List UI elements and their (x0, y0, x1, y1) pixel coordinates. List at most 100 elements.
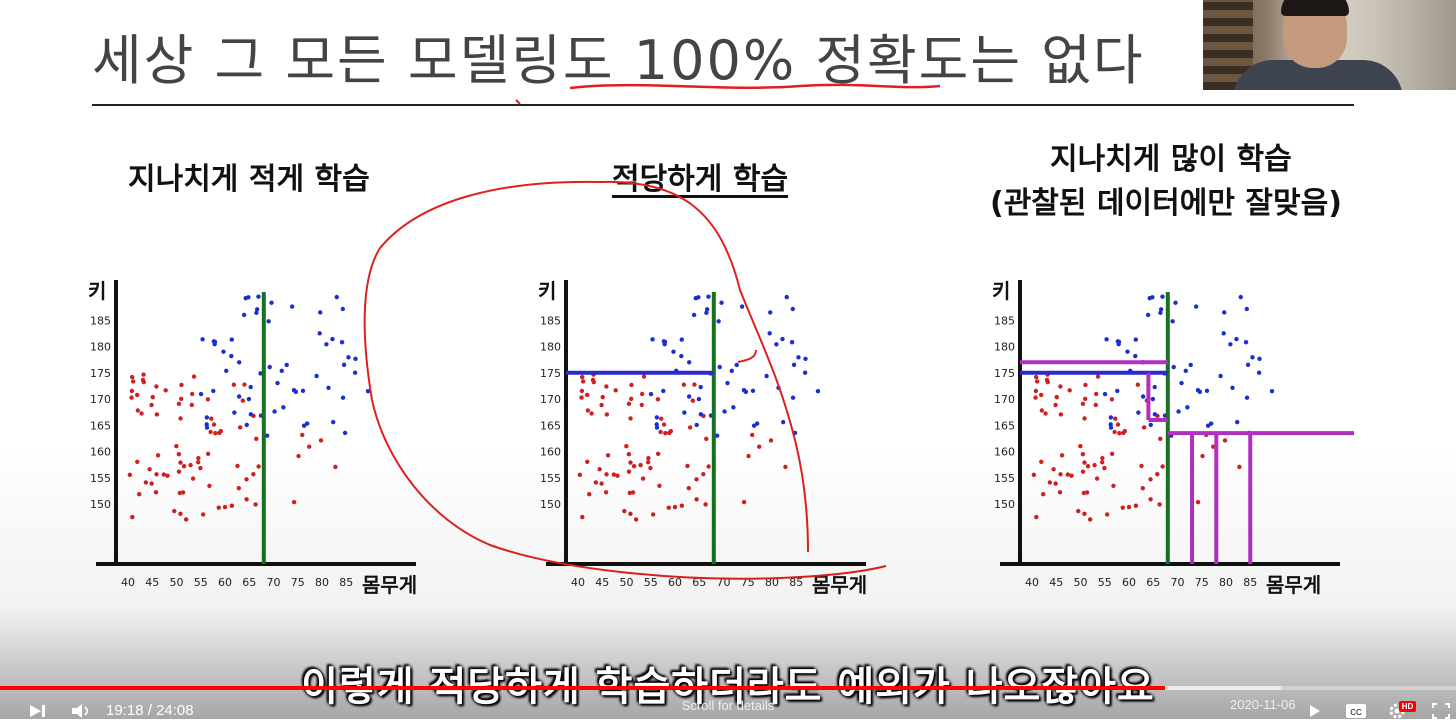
data-point-blue (279, 368, 284, 374)
data-point-red (251, 472, 256, 477)
data-point-blue (284, 362, 289, 368)
data-point-blue (729, 368, 734, 374)
x-tick-label: 55 (644, 576, 658, 589)
data-point-red (639, 402, 644, 408)
data-point-blue (326, 385, 331, 390)
data-point-blue (1125, 349, 1130, 354)
data-point-red (196, 455, 201, 461)
x-tick-label: 85 (789, 576, 803, 589)
x-tick-label: 70 (717, 576, 731, 589)
y-tick-label: 180 (90, 341, 111, 354)
data-point-red (1111, 483, 1116, 489)
data-point-blue (1179, 380, 1184, 386)
fullscreen-icon[interactable] (1432, 703, 1450, 719)
x-tick-label: 40 (571, 576, 585, 589)
data-point-red (149, 402, 154, 408)
data-point-blue (719, 300, 724, 305)
data-point-red (593, 480, 599, 485)
data-point-red (1082, 396, 1088, 402)
data-point-red (648, 465, 653, 471)
data-point-blue (244, 422, 249, 428)
data-point-red (137, 491, 142, 497)
data-point-red (661, 422, 667, 427)
time-separator: / (147, 702, 152, 719)
data-point-blue (1171, 364, 1176, 370)
data-point-red (1058, 384, 1063, 389)
data-point-red (692, 382, 697, 387)
data-point-red (1043, 411, 1048, 416)
data-point-blue (346, 355, 351, 360)
x-tick-label: 80 (765, 576, 779, 589)
volume-icon[interactable] (70, 703, 92, 719)
data-point-red (658, 429, 663, 435)
subtitles-icon[interactable]: CC (1345, 703, 1367, 719)
data-point-red (1081, 490, 1087, 496)
data-point-red (645, 460, 651, 465)
data-point-red (1093, 391, 1099, 397)
x-axis-label: 몸무게 (362, 573, 417, 597)
data-point-red (207, 483, 212, 489)
data-point-blue (725, 380, 730, 386)
data-point-red (650, 512, 656, 517)
data-point-red (750, 432, 755, 438)
data-point-blue (784, 294, 789, 300)
data-point-blue (1193, 304, 1199, 309)
data-point-blue (662, 341, 667, 347)
play-icon[interactable] (1308, 704, 1322, 718)
data-point-blue (654, 425, 660, 430)
data-point-blue (1250, 355, 1255, 360)
data-point-red (155, 453, 161, 458)
y-tick-label: 185 (90, 314, 111, 327)
data-point-red (1200, 453, 1205, 459)
data-point-red (687, 425, 693, 430)
data-point-red (1126, 504, 1132, 510)
webcam-overlay (1203, 0, 1456, 90)
y-tick-label: 160 (994, 446, 1015, 459)
data-point-red (217, 430, 222, 436)
panel-2-title: 적당하게 학습 (612, 162, 789, 197)
data-point-blue (1197, 389, 1203, 395)
data-point-blue (236, 360, 242, 365)
data-point-red (1083, 382, 1088, 388)
progress-bar[interactable] (0, 686, 1456, 690)
data-point-red (242, 382, 247, 387)
data-point-blue (281, 405, 286, 410)
data-point-red (1222, 438, 1228, 443)
data-point-red (638, 462, 643, 468)
data-point-red (231, 382, 237, 387)
data-point-blue (236, 394, 242, 399)
data-point-blue (654, 415, 660, 420)
data-point-red (631, 463, 637, 469)
scroll-hint[interactable]: Scroll for details (681, 698, 775, 713)
data-point-red (291, 499, 297, 505)
data-point-red (1080, 452, 1086, 457)
data-point-red (604, 412, 610, 417)
data-point-blue (1152, 412, 1158, 417)
data-point-blue (1150, 396, 1156, 402)
data-point-blue (254, 310, 259, 315)
data-point-red (641, 374, 647, 379)
data-point-red (195, 460, 201, 465)
x-tick-label: 70 (1171, 576, 1185, 589)
data-point-red (1140, 486, 1146, 491)
data-point-red (1080, 401, 1086, 407)
y-tick-label: 165 (90, 419, 111, 432)
x-tick-label: 45 (595, 576, 609, 589)
data-point-blue (1257, 356, 1262, 361)
data-point-red (161, 472, 167, 477)
y-tick-label: 175 (90, 367, 111, 380)
data-point-red (154, 412, 160, 417)
data-point-red (1099, 460, 1105, 465)
next-icon[interactable] (28, 703, 48, 719)
x-tick-label: 85 (339, 576, 353, 589)
y-tick-label: 160 (90, 446, 111, 459)
data-point-blue (200, 337, 205, 342)
title-divider (92, 104, 1354, 106)
data-point-red (254, 436, 259, 442)
data-point-blue (1104, 337, 1109, 342)
x-tick-label: 60 (668, 576, 682, 589)
data-point-blue (272, 409, 277, 414)
data-point-blue (768, 310, 773, 315)
progress-loaded (1164, 686, 1282, 690)
